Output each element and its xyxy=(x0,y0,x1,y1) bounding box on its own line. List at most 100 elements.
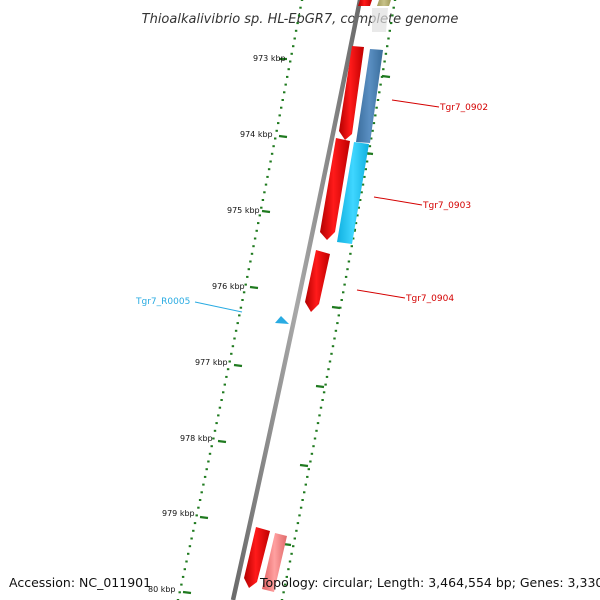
minor-tick xyxy=(252,245,255,248)
minor-tick xyxy=(309,460,312,463)
minor-tick xyxy=(393,0,397,1)
minor-tick xyxy=(389,22,393,25)
outer-major-tick xyxy=(381,74,391,79)
minor-tick xyxy=(301,499,304,501)
minor-tick xyxy=(294,29,298,32)
minor-tick xyxy=(370,137,373,140)
minor-tick xyxy=(296,22,299,25)
leader-line-tgr7-0903 xyxy=(373,196,423,206)
minor-tick xyxy=(286,75,289,78)
minor-tick xyxy=(197,506,200,509)
minor-tick xyxy=(203,475,207,478)
minor-tick xyxy=(284,583,287,586)
gene-label-tgr7-0904[interactable]: Tgr7_0904 xyxy=(405,294,454,304)
gene-label-tgr7-r0005[interactable]: Tgr7_R0005 xyxy=(135,297,190,307)
minor-tick xyxy=(304,483,307,486)
minor-tick xyxy=(278,114,281,117)
minor-tick xyxy=(236,322,239,325)
minor-tick xyxy=(368,145,372,148)
minor-tick xyxy=(379,83,382,86)
major-tick xyxy=(182,590,192,595)
kbp-label: 977 kbp xyxy=(195,358,228,367)
minor-tick xyxy=(386,45,389,48)
minor-tick xyxy=(242,291,246,294)
minor-tick xyxy=(361,183,365,186)
gene-arrow-cds[interactable] xyxy=(244,527,270,588)
kbp-label: 976 kbp xyxy=(212,282,245,291)
minor-tick xyxy=(334,329,338,332)
minor-tick xyxy=(253,237,257,240)
minor-tick xyxy=(275,129,278,132)
minor-tick xyxy=(357,206,360,209)
minor-tick xyxy=(239,306,243,309)
minor-tick xyxy=(327,368,330,371)
minor-tick xyxy=(378,91,381,94)
minor-tick xyxy=(300,0,304,1)
minor-tick xyxy=(234,329,238,332)
outer-major-tick xyxy=(299,463,309,468)
minor-tick xyxy=(356,214,359,217)
minor-tick xyxy=(299,506,303,509)
minor-tick xyxy=(260,206,263,209)
minor-tick xyxy=(324,383,327,386)
minor-tick xyxy=(281,99,284,101)
minor-tick xyxy=(339,306,342,309)
gene-arrow-tgr7-0903[interactable] xyxy=(320,138,350,240)
minor-tick xyxy=(215,422,218,425)
minor-tick xyxy=(328,360,332,363)
genome-backbone xyxy=(230,0,363,600)
minor-tick xyxy=(287,68,290,71)
leader-line-tgr7-0902 xyxy=(391,99,440,108)
minor-tick xyxy=(325,375,329,378)
minor-tick xyxy=(288,560,292,563)
minor-tick xyxy=(266,175,269,178)
gene-label-tgr7-0902[interactable]: Tgr7_0902 xyxy=(439,103,488,113)
minor-tick xyxy=(226,368,230,371)
gene-arrow-cds[interactable] xyxy=(358,0,372,6)
minor-tick xyxy=(223,383,226,386)
minor-tick xyxy=(292,545,295,548)
minor-tick xyxy=(230,352,233,355)
minor-tick xyxy=(285,575,288,578)
minor-tick xyxy=(212,437,215,440)
minor-tick xyxy=(310,452,314,455)
gene-arrow-tgr7-0902[interactable] xyxy=(339,46,364,140)
minor-tick xyxy=(299,6,302,9)
minor-tick xyxy=(220,399,223,401)
minor-tick xyxy=(289,60,292,63)
minor-tick xyxy=(354,222,358,225)
kbp-label: 979 kbp xyxy=(162,509,195,518)
gene-arrow-tgr7-0904[interactable] xyxy=(305,250,330,312)
minor-tick xyxy=(283,91,286,94)
minor-tick xyxy=(316,422,320,425)
minor-tick xyxy=(374,114,377,117)
major-tick xyxy=(261,209,271,214)
gene-label-tgr7-0903[interactable]: Tgr7_0903 xyxy=(422,201,471,211)
minor-tick xyxy=(388,29,391,32)
minor-tick xyxy=(202,483,205,486)
kbp-label: 978 kbp xyxy=(180,434,213,443)
minor-tick xyxy=(336,322,339,325)
blast-hit-olive xyxy=(377,0,391,6)
minor-tick xyxy=(359,199,362,201)
minor-tick xyxy=(228,360,231,363)
minor-tick xyxy=(241,299,244,301)
minor-tick xyxy=(293,537,296,540)
minor-tick xyxy=(218,406,222,409)
rna-arrow-tgr7-r0005[interactable] xyxy=(275,316,289,324)
minor-tick xyxy=(331,345,335,348)
minor-tick xyxy=(195,514,198,517)
minor-tick xyxy=(222,391,225,394)
minor-tick xyxy=(342,291,345,294)
minor-tick xyxy=(249,260,252,263)
minor-tick xyxy=(231,345,235,348)
genome-summary-text: Topology: circular; Length: 3,464,554 bp… xyxy=(259,575,600,590)
blast-hit-gray xyxy=(372,8,388,32)
minor-tick xyxy=(258,214,261,217)
minor-tick xyxy=(247,268,250,271)
minor-tick xyxy=(337,314,340,317)
minor-tick xyxy=(298,514,301,517)
minor-tick xyxy=(330,352,333,355)
minor-tick xyxy=(272,145,275,148)
minor-tick xyxy=(269,160,272,163)
